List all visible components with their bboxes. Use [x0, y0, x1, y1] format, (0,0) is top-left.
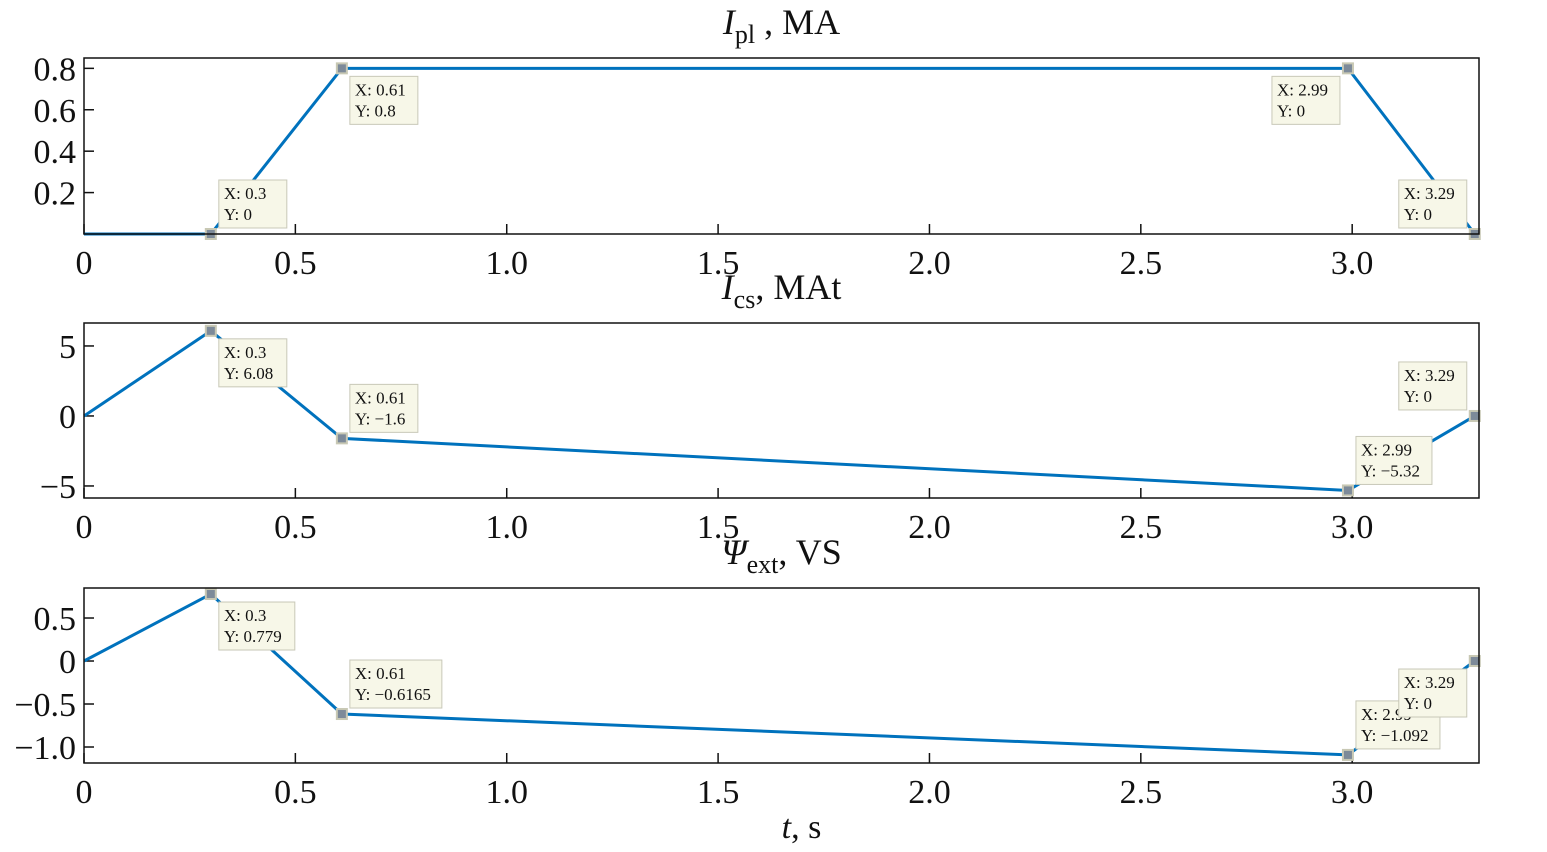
- x-tick-label: 2.5: [1120, 774, 1163, 811]
- data-tip-marker: [1468, 655, 1481, 668]
- data-tip-text: Y: 0.8: [355, 101, 396, 120]
- data-tip-text: X: 3.29: [1404, 184, 1455, 203]
- data-tip-box: [349, 659, 443, 709]
- text-part: cs: [734, 285, 756, 314]
- data-tip-box: [1398, 179, 1468, 229]
- data-tip-text: Y: 0: [224, 205, 252, 224]
- data-tip-box: [218, 179, 288, 229]
- data-tip-box: [349, 75, 419, 125]
- data-tip-text: Y: 6.08: [224, 364, 273, 383]
- data-tip-marker: [1341, 748, 1354, 761]
- data-tip-text: X: 0.3: [224, 184, 267, 203]
- x-tick-label: 2.0: [908, 245, 951, 282]
- data-tip-text: X: 0.3: [224, 343, 267, 362]
- x-tick-label: 3.0: [1331, 774, 1374, 811]
- x-tick-label: 0: [76, 245, 93, 282]
- x-axis-label: t, s: [782, 809, 822, 846]
- data-tip-marker: [335, 708, 348, 721]
- subplot-title: Ipl , MA: [722, 2, 840, 49]
- x-tick-label: 2.5: [1120, 245, 1163, 282]
- x-tick-label: 1.5: [697, 774, 740, 811]
- y-tick-label: 0.8: [34, 51, 77, 88]
- y-tick-label: −0.5: [14, 687, 76, 724]
- x-tick-label: 1.5: [697, 509, 740, 546]
- y-tick-label: 0.5: [34, 601, 77, 638]
- data-tip-text: Y: 0: [1404, 694, 1432, 713]
- data-tip-box: [1398, 668, 1468, 718]
- data-tip-box: [1271, 75, 1341, 125]
- data-tip-marker: [1341, 62, 1354, 75]
- data-tip-text: Y: 0: [1404, 205, 1432, 224]
- data-tip-marker: [1468, 409, 1481, 422]
- y-tick-label: 5: [59, 329, 76, 366]
- x-tick-label: 1.0: [485, 509, 528, 546]
- data-tip-marker: [1341, 484, 1354, 497]
- x-tick-label: 3.0: [1331, 245, 1374, 282]
- text-part: ext: [747, 550, 780, 579]
- data-tip-text: X: 2.99: [1361, 440, 1412, 459]
- data-tip-text: Y: −1.092: [1361, 726, 1429, 745]
- data-tip-marker: [204, 588, 217, 601]
- text-part: , s: [791, 809, 821, 846]
- data-tip-box: [1398, 361, 1468, 411]
- x-tick-label: 0.5: [274, 774, 317, 811]
- x-tick-label: 0: [76, 509, 93, 546]
- y-tick-label: −5: [40, 469, 76, 506]
- data-tip-text: Y: 0.779: [224, 627, 282, 646]
- x-tick-label: 1.0: [485, 245, 528, 282]
- x-tick-label: 3.0: [1331, 509, 1374, 546]
- x-tick-label: 0.5: [274, 509, 317, 546]
- x-tick-label: 1.5: [697, 245, 740, 282]
- data-tip-box: [349, 383, 419, 433]
- plot-frame: [83, 57, 1480, 235]
- plot-frame: [83, 587, 1480, 764]
- data-line: [84, 66, 1476, 236]
- data-tip-text: Y: 0: [1404, 387, 1432, 406]
- data-tip-marker: [335, 432, 348, 445]
- subplot-title: Ics, MAt: [721, 267, 842, 314]
- y-tick-label: −1.0: [14, 730, 76, 767]
- data-tip-marker: [335, 62, 348, 75]
- data-line: [83, 328, 1476, 492]
- text-part: I: [721, 267, 736, 307]
- data-tip-marker: [204, 324, 217, 337]
- data-tip-text: X: 0.61: [355, 664, 406, 683]
- data-tip-text: X: 0.61: [355, 80, 406, 99]
- plot-frame: [83, 322, 1480, 499]
- x-tick-label: 0: [76, 774, 93, 811]
- data-tip-text: X: 0.3: [224, 606, 267, 625]
- data-tip-text: X: 3.29: [1404, 673, 1455, 692]
- subplot-title: Ψext, VS: [721, 532, 841, 579]
- x-tick-label: 0.5: [274, 245, 317, 282]
- x-tick-label: 1.0: [485, 774, 528, 811]
- text-part: I: [722, 2, 737, 42]
- y-tick-label: 0.2: [34, 176, 77, 213]
- text-part: , MA: [755, 2, 840, 42]
- x-tick-label: 2.0: [908, 774, 951, 811]
- data-tip-text: X: 0.61: [355, 388, 406, 407]
- text-part: t: [782, 809, 793, 846]
- data-tip-text: X: 3.29: [1404, 366, 1455, 385]
- data-tip-text: X: 2.99: [1277, 80, 1328, 99]
- y-tick-label: 0: [59, 399, 76, 436]
- text-part: pl: [735, 20, 755, 49]
- x-tick-label: 2.0: [908, 509, 951, 546]
- data-tip-text: Y: −0.6165: [355, 685, 431, 704]
- text-part: , VS: [778, 532, 841, 572]
- data-tip-box: [218, 338, 288, 388]
- data-tip-text: Y: 0: [1277, 101, 1305, 120]
- y-tick-label: 0: [59, 644, 76, 681]
- y-tick-label: 0.4: [34, 134, 77, 171]
- data-tip-text: Y: −5.32: [1361, 461, 1420, 480]
- text-part: , MAt: [755, 267, 841, 307]
- data-tip-box: [1355, 435, 1433, 485]
- y-tick-label: 0.6: [34, 93, 77, 130]
- data-tip-box: [218, 601, 296, 651]
- data-tip-text: Y: −1.6: [355, 409, 406, 428]
- x-tick-label: 2.5: [1120, 509, 1163, 546]
- text-part: Ψ: [721, 532, 750, 572]
